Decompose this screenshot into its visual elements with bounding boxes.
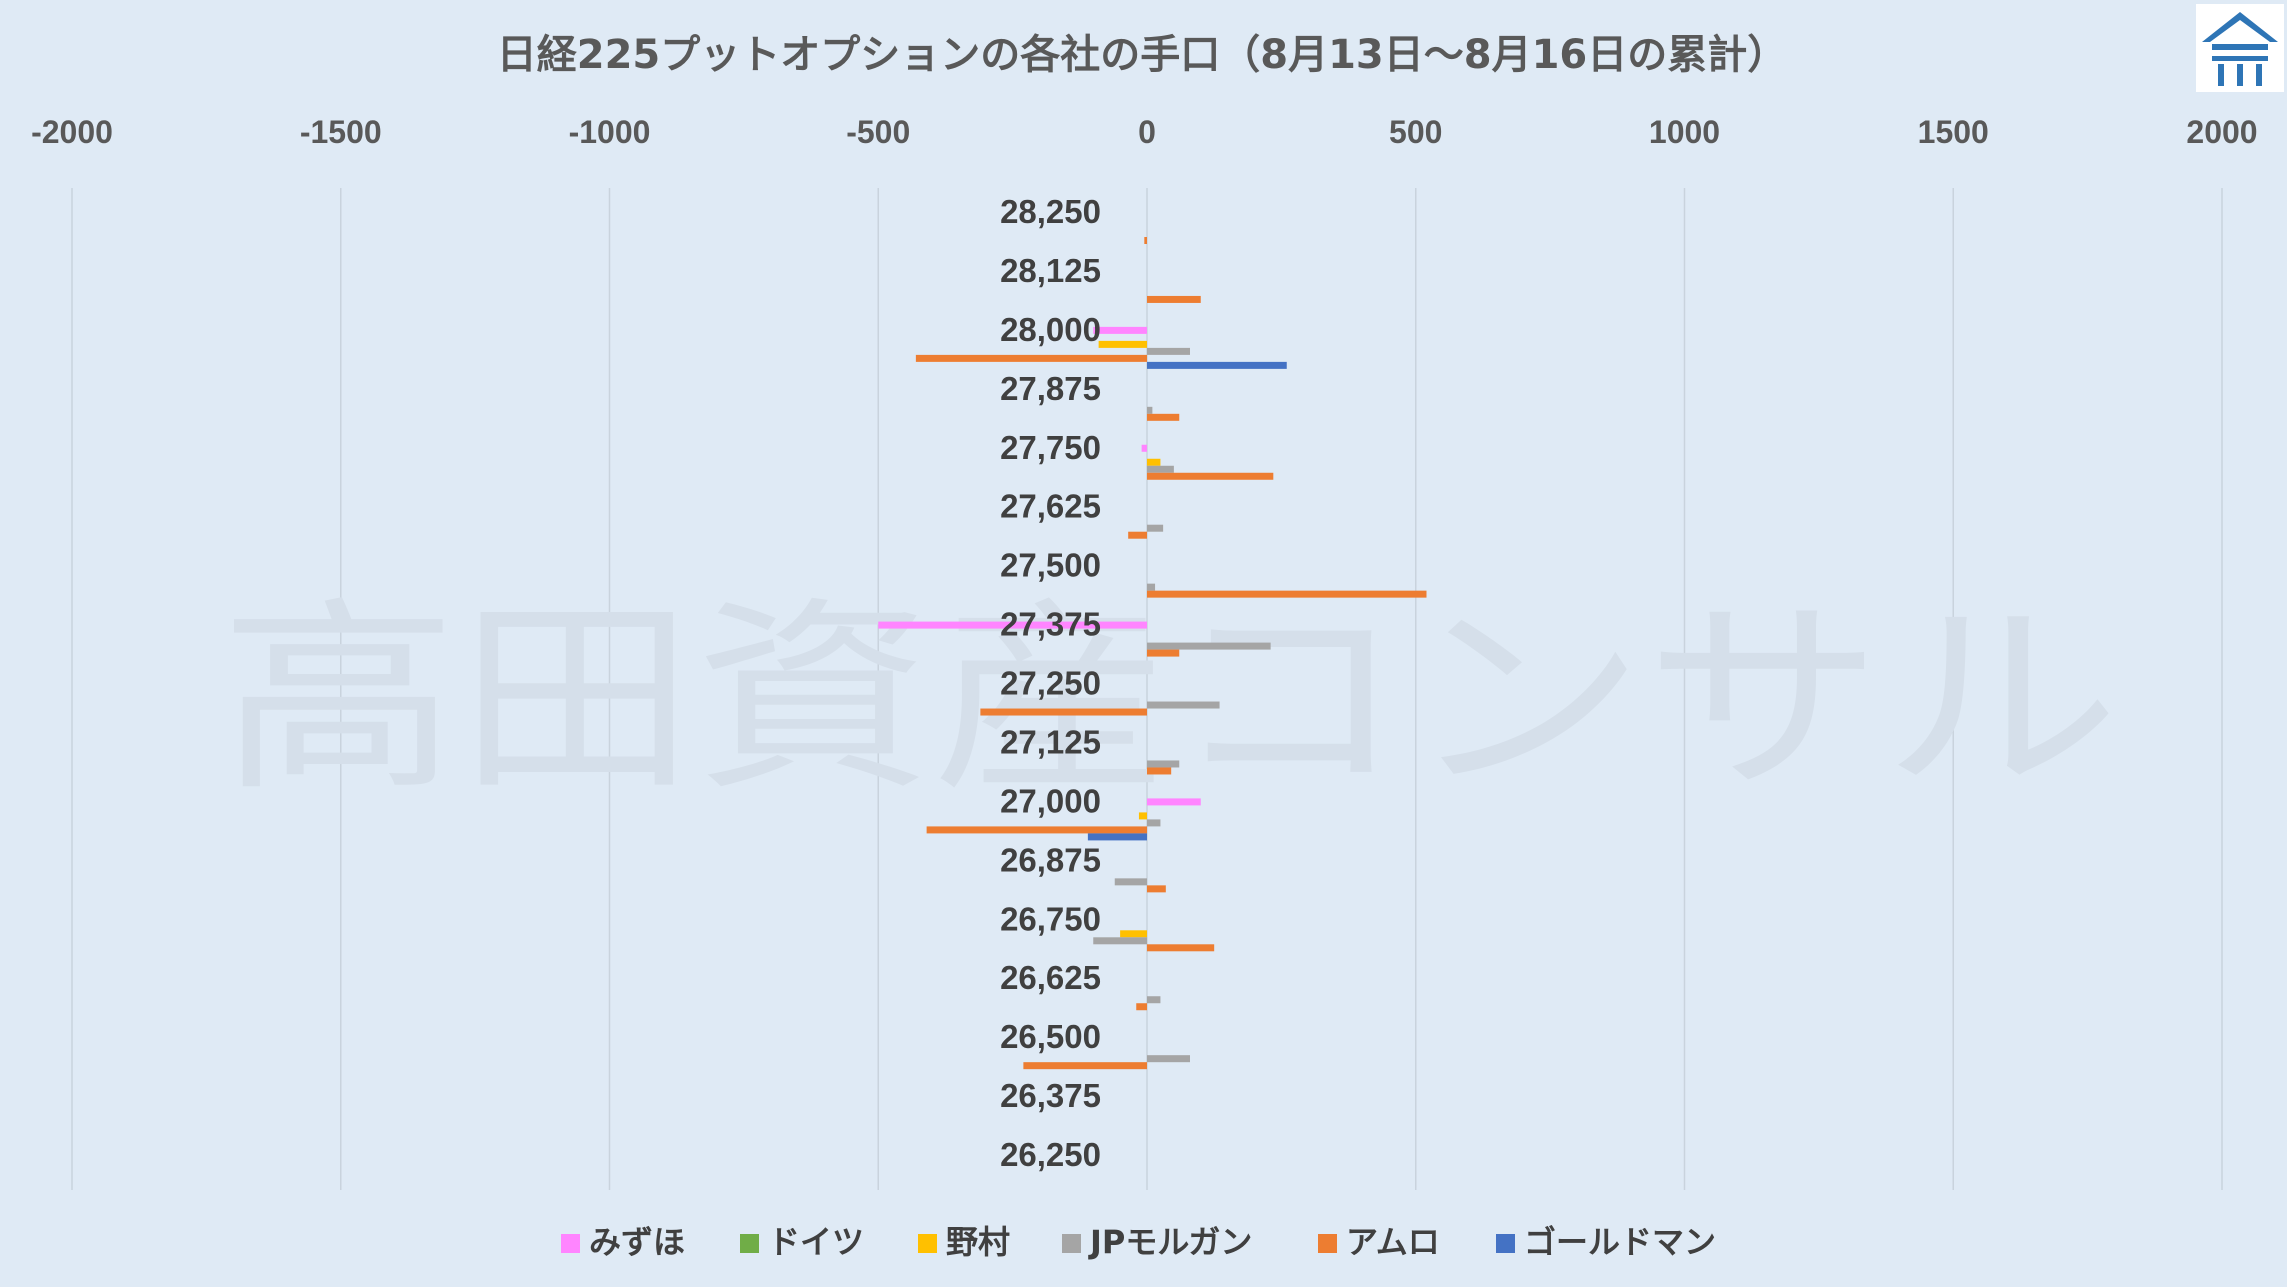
x-axis-ticks: -2000 -1500 -1000 -500 0 500 1000 1500 2000	[31, 114, 2258, 150]
bar	[1136, 1003, 1147, 1011]
bar	[1098, 340, 1147, 348]
legend: みずほ ドイツ 野村 JPモルガン アムロ ゴールドマン	[561, 1223, 1716, 1261]
category-label: 28,125	[1000, 252, 1101, 289]
bar	[878, 621, 1147, 629]
category-label: 27,125	[1000, 723, 1101, 760]
bar	[1147, 413, 1180, 421]
bar	[1147, 885, 1166, 893]
bar	[1147, 295, 1201, 303]
bar	[1128, 531, 1147, 539]
category-label: 27,875	[1000, 370, 1101, 407]
bar	[1093, 326, 1147, 334]
category-label: 26,875	[1000, 841, 1101, 878]
legend-swatch	[1496, 1234, 1515, 1253]
bar	[926, 826, 1147, 834]
bar	[1147, 701, 1220, 709]
chart-title: 日経225プットオプションの各社の手口（8月13日～8月16日の累計）	[497, 32, 1788, 78]
x-tick-label: 2000	[2186, 114, 2257, 150]
bar	[1114, 878, 1147, 886]
bar	[1147, 361, 1287, 369]
watermark-text: 高田資産コンサル	[220, 581, 2120, 819]
bar	[980, 708, 1147, 716]
bar	[1147, 406, 1153, 414]
bar	[1147, 583, 1156, 591]
bar	[915, 354, 1147, 362]
legend-label: みずほ	[589, 1223, 685, 1261]
x-tick-label: -1500	[300, 114, 382, 150]
bar	[1147, 944, 1215, 952]
bar	[1147, 458, 1161, 466]
bar	[1147, 996, 1161, 1004]
bar	[1147, 642, 1271, 650]
x-tick-label: 0	[1138, 114, 1156, 150]
bar	[1087, 833, 1147, 841]
house-logo-icon	[2196, 4, 2284, 92]
bar	[1147, 819, 1161, 827]
bar	[1147, 524, 1164, 532]
x-tick-label: 1500	[1918, 114, 1989, 150]
bar	[1147, 767, 1172, 775]
bar	[1147, 590, 1427, 598]
category-label: 26,500	[1000, 1018, 1101, 1055]
category-label: 26,625	[1000, 959, 1101, 996]
category-label: 27,625	[1000, 488, 1101, 525]
bar	[1147, 472, 1274, 480]
bar	[1023, 1062, 1147, 1070]
category-label: 26,750	[1000, 900, 1101, 937]
category-label: 27,750	[1000, 429, 1101, 466]
bar	[1147, 347, 1190, 355]
legend-label: JPモルガン	[1088, 1223, 1252, 1261]
legend-label: 野村	[946, 1223, 1010, 1261]
x-tick-label: -2000	[31, 114, 113, 150]
x-tick-label: 500	[1389, 114, 1442, 150]
bar	[1147, 465, 1174, 473]
bar	[1138, 812, 1147, 820]
category-label: 27,500	[1000, 547, 1101, 584]
category-label: 27,000	[1000, 782, 1101, 819]
bar	[1144, 237, 1147, 244]
bar	[1147, 798, 1201, 806]
bar	[1147, 1055, 1190, 1063]
category-label: 26,375	[1000, 1077, 1101, 1114]
category-label: 27,375	[1000, 606, 1101, 643]
category-label: 28,250	[1000, 193, 1101, 230]
bar	[1147, 649, 1180, 657]
legend-label: アムロ	[1346, 1223, 1440, 1261]
legend-label: ゴールドマン	[1524, 1223, 1716, 1261]
legend-swatch	[1062, 1234, 1081, 1253]
category-label: 26,250	[1000, 1136, 1101, 1173]
category-label: 28,000	[1000, 311, 1101, 348]
legend-swatch	[740, 1234, 759, 1253]
bar-series	[878, 237, 1427, 1070]
legend-swatch	[918, 1234, 937, 1253]
category-labels: 28,250 28,125 28,000 27,875 27,750 27,625 27,5…	[1000, 193, 1101, 1173]
bar	[1093, 937, 1147, 945]
legend-swatch	[1318, 1234, 1337, 1253]
legend-swatch	[561, 1234, 580, 1253]
bar	[1120, 930, 1147, 938]
bar	[1141, 444, 1147, 452]
legend-label: ドイツ	[768, 1223, 864, 1261]
bar	[1147, 760, 1180, 768]
x-tick-label: 1000	[1649, 114, 1720, 150]
x-tick-label: -1000	[569, 114, 651, 150]
x-tick-label: -500	[846, 114, 910, 150]
category-label: 27,250	[1000, 665, 1101, 702]
